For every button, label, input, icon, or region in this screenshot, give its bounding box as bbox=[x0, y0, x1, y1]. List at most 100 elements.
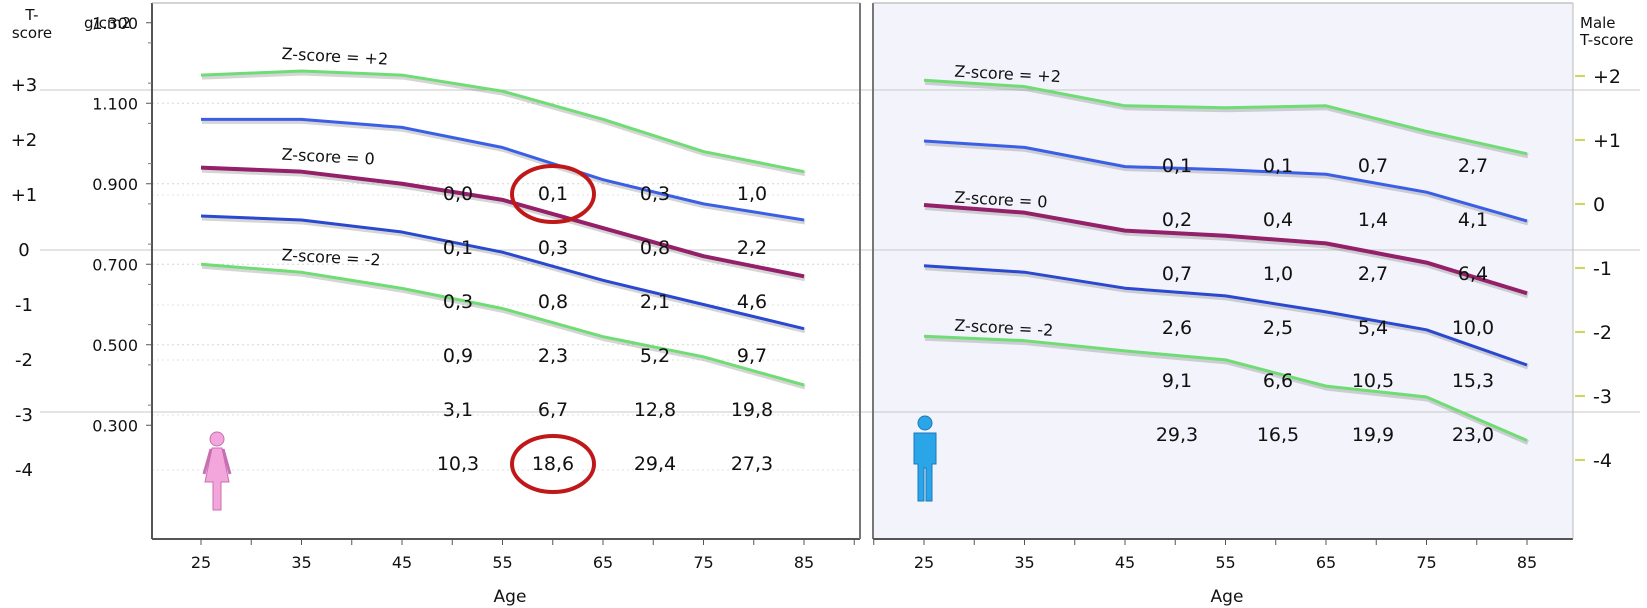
male-x-tick-label: 55 bbox=[1215, 553, 1235, 572]
male-table-cell: 16,5 bbox=[1257, 424, 1299, 446]
male-table-cell: 6,6 bbox=[1263, 370, 1293, 392]
right-tscore-tick-label: -1 bbox=[1593, 258, 1612, 280]
bmd-tick-label: 0.300 bbox=[92, 416, 138, 435]
ticks-layer: 25 35 45 55 65 75 85 Age 25 35 45 55 65 75 85 Age 1.300 1… bbox=[11, 14, 1621, 607]
female-series-name-label: Z-score = -2 bbox=[281, 245, 381, 269]
female-table-cell: 6,7 bbox=[538, 399, 568, 421]
labels-layer: Z-score = +2 Z-score = 0 Z-score = -2 Z-sco… bbox=[12, 6, 1634, 340]
bmd-tick-label: 1.300 bbox=[92, 14, 138, 33]
bmd-tick-label: 0.700 bbox=[92, 255, 138, 274]
female-series-name-label: Z-score = 0 bbox=[281, 145, 375, 169]
female-x-tick-label: 75 bbox=[693, 553, 713, 572]
male-series-line bbox=[923, 334, 1528, 442]
female-x-tick-label: 65 bbox=[593, 553, 613, 572]
left-tscore-tick-label: +1 bbox=[11, 185, 38, 206]
female-figure-icon bbox=[202, 431, 232, 511]
male-series-line bbox=[923, 203, 1528, 296]
male-x-tick-label: 25 bbox=[914, 553, 934, 572]
male-table-cell: 9,1 bbox=[1162, 370, 1192, 392]
highlight-circle bbox=[510, 434, 596, 494]
female-table-cell: 2,3 bbox=[538, 345, 568, 367]
male-table-cell: 29,3 bbox=[1156, 424, 1198, 446]
male-x-tick-label: 45 bbox=[1115, 553, 1135, 572]
left-tscore-tick-label: +3 bbox=[11, 75, 38, 96]
female-x-tick-label: 45 bbox=[392, 553, 412, 572]
female-series-line bbox=[201, 117, 805, 222]
male-table-cell: 0,7 bbox=[1162, 263, 1192, 285]
male-table-cell: 1,4 bbox=[1358, 209, 1388, 231]
bmd-tick-label: 0.900 bbox=[92, 175, 138, 194]
male-table-cell: 19,9 bbox=[1352, 424, 1394, 446]
male-x-tick-label: 65 bbox=[1316, 553, 1336, 572]
male-table-cell: 23,0 bbox=[1452, 424, 1494, 446]
female-table-cell: 4,6 bbox=[737, 291, 767, 313]
male-series-name-label: Z-score = 0 bbox=[954, 188, 1048, 212]
male-table-cell: 10,0 bbox=[1452, 317, 1494, 339]
female-table-cell: 0,9 bbox=[443, 345, 473, 367]
left-tscore-tick-label: -3 bbox=[15, 405, 33, 426]
female-table-cell: 18,6 bbox=[532, 453, 574, 475]
male-table-cell: 4,1 bbox=[1458, 209, 1488, 231]
male-table-cell: 2,6 bbox=[1162, 317, 1192, 339]
male-x-tick-label: 75 bbox=[1416, 553, 1436, 572]
male-table-cell: 2,7 bbox=[1458, 155, 1488, 177]
female-series-shadow bbox=[201, 263, 806, 390]
left-tscore-tick-label: -4 bbox=[15, 460, 33, 481]
female-x-tick-label: 85 bbox=[794, 553, 814, 572]
right-tscore-header: T-score bbox=[1579, 31, 1634, 49]
male-x-axis-title: Age bbox=[1211, 587, 1244, 607]
male-series-shadow bbox=[924, 265, 1529, 370]
female-table-cell: 12,8 bbox=[634, 399, 676, 421]
male-series-line bbox=[923, 264, 1528, 367]
left-tscore-tick-label: -2 bbox=[15, 350, 33, 371]
left-tscore-header: T- bbox=[24, 6, 38, 24]
female-x-axis-title: Age bbox=[494, 587, 527, 607]
female-x-tick-label: 25 bbox=[191, 553, 211, 572]
female-table-cell: 10,3 bbox=[437, 453, 479, 475]
female-table-cell: 29,4 bbox=[634, 453, 676, 475]
highlight-circle bbox=[510, 164, 596, 224]
right-tscore-tick-label: -3 bbox=[1593, 386, 1612, 408]
right-tscore-tick-label: -4 bbox=[1593, 450, 1612, 472]
female-table-cell: 0,8 bbox=[640, 237, 670, 259]
female-table-cell: 2,1 bbox=[640, 291, 670, 313]
female-x-tick-label: 55 bbox=[492, 553, 512, 572]
right-tscore-tick-label: -2 bbox=[1593, 322, 1612, 344]
female-series-shadow bbox=[202, 118, 806, 225]
female-series-line bbox=[200, 69, 805, 174]
bmd-unit-label: g/cm2 bbox=[84, 14, 131, 32]
female-series-shadow bbox=[201, 215, 806, 334]
male-table-cell: 5,4 bbox=[1358, 317, 1388, 339]
male-table-cell: 0,4 bbox=[1263, 209, 1293, 231]
female-table-cell: 0,0 bbox=[443, 183, 473, 205]
male-table-cell: 15,3 bbox=[1452, 370, 1494, 392]
male-table-cell: 10,5 bbox=[1352, 370, 1394, 392]
left-tscore-tick-label: 0 bbox=[18, 240, 29, 261]
female-series-line bbox=[200, 262, 805, 387]
male-table-cell: 6,4 bbox=[1458, 263, 1488, 285]
male-table-cell: 0,1 bbox=[1263, 155, 1293, 177]
female-table-cell: 3,1 bbox=[443, 399, 473, 421]
female-series-shadow bbox=[201, 70, 806, 177]
right-tscore-tick-label: +2 bbox=[1593, 66, 1621, 88]
female-series-name-label: Z-score = +2 bbox=[281, 44, 388, 69]
male-table-cell: 0,1 bbox=[1162, 155, 1192, 177]
male-x-tick-label: 85 bbox=[1517, 553, 1537, 572]
female-table-cell: 9,7 bbox=[737, 345, 767, 367]
female-series-line bbox=[200, 165, 805, 279]
male-table-cell: 0,7 bbox=[1358, 155, 1388, 177]
female-table-cell: 19,8 bbox=[731, 399, 773, 421]
bmd-tick-label: 1.100 bbox=[92, 94, 138, 113]
female-series-line bbox=[200, 214, 805, 331]
right-tscore-tick-label: 0 bbox=[1593, 194, 1605, 216]
male-table-cell: 2,7 bbox=[1358, 263, 1388, 285]
male-table-cell: 0,2 bbox=[1162, 209, 1192, 231]
female-table-cell: 0,3 bbox=[443, 291, 473, 313]
left-tscore-tick-label: +2 bbox=[11, 130, 38, 151]
female-table-cell: 0,3 bbox=[538, 237, 568, 259]
male-x-tick-label: 35 bbox=[1014, 553, 1034, 572]
left-tscore-header: score bbox=[12, 24, 52, 42]
female-table-cell: 27,3 bbox=[731, 453, 773, 475]
